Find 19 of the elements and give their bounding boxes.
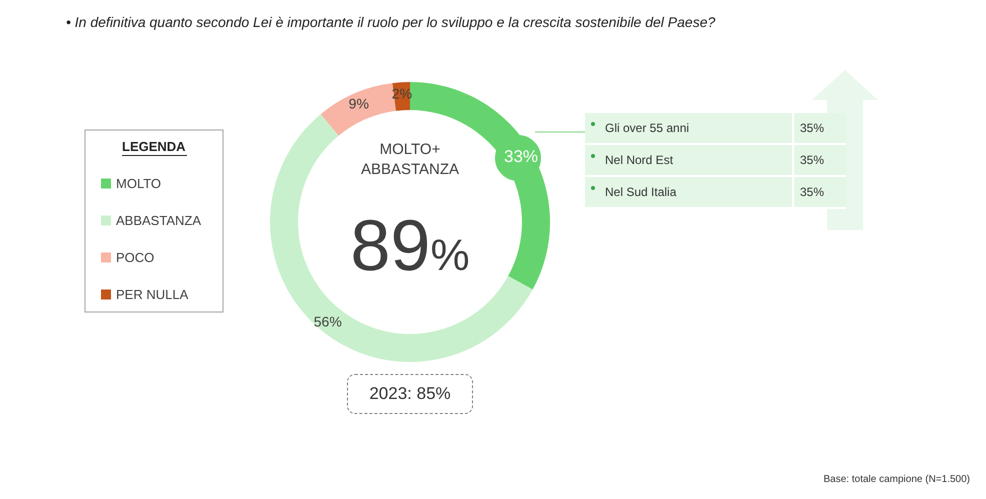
legend-label: MOLTO bbox=[116, 176, 162, 191]
legend-label: POCO bbox=[116, 250, 154, 265]
legend-label: PER NULLA bbox=[116, 287, 189, 302]
text: MOLTO+ ABBASTANZA bbox=[360, 140, 460, 180]
text: 35% bbox=[793, 176, 846, 208]
text: Nel Nord Est bbox=[585, 144, 793, 176]
text: 2023: 85% bbox=[347, 374, 473, 414]
text: Gli over 55 anni bbox=[585, 113, 793, 144]
data-label: 56% bbox=[314, 313, 342, 330]
text: 35% bbox=[793, 113, 846, 144]
chart-title: • In definitiva quanto secondo Lei è importante il ruolo per lo sviluppo e la crescita sostenibile del Paese? bbox=[66, 14, 716, 30]
legend-label: ABBASTANZA bbox=[116, 213, 202, 228]
legend-title: LEGENDA bbox=[122, 139, 186, 154]
text: 35% bbox=[793, 144, 846, 176]
text: Nel Sud Italia bbox=[585, 176, 793, 208]
data-label: 33% bbox=[504, 146, 538, 166]
text: Base: totale campione (N=1.500) bbox=[824, 474, 970, 485]
data-label: 9% bbox=[348, 96, 369, 112]
text: 89% bbox=[350, 206, 470, 286]
